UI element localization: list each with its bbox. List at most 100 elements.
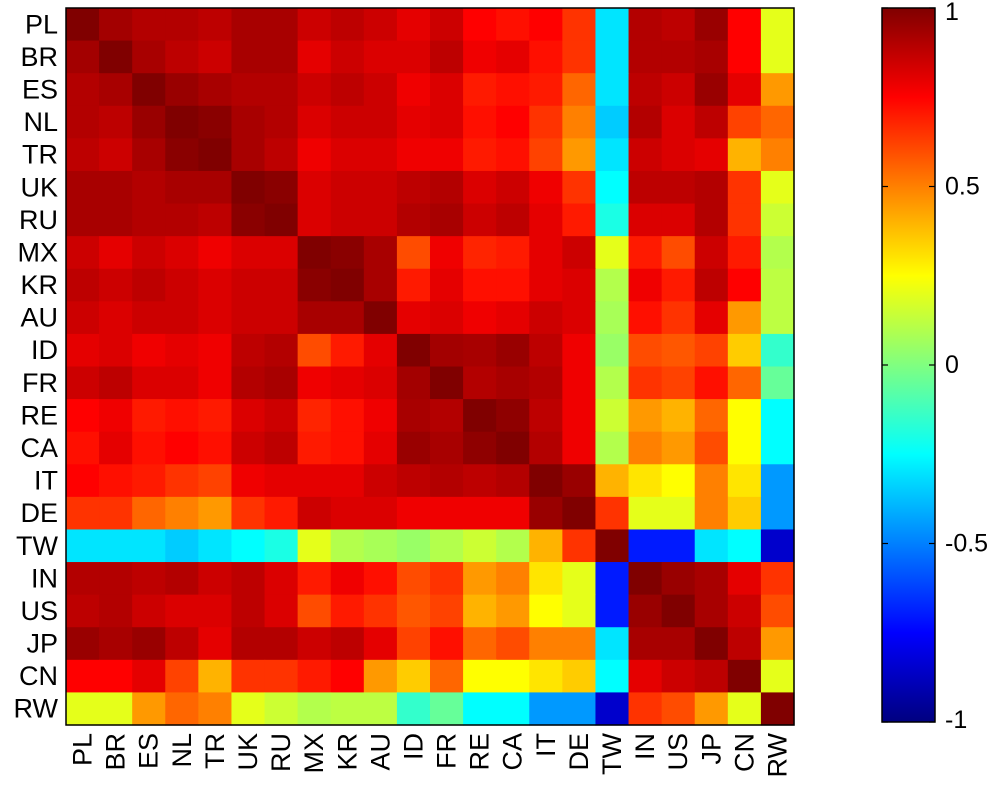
heatmap-cell-AU-JP xyxy=(694,301,729,335)
heatmap-cell-DE-ES xyxy=(132,496,166,531)
heatmap-cell-PL-TR xyxy=(198,8,233,42)
heatmap-cell-CN-RU xyxy=(264,659,299,694)
heatmap-cell-IN-IT xyxy=(529,562,563,596)
heatmap-cell-ID-TW xyxy=(595,333,630,368)
x-tick-label-ID: ID xyxy=(398,733,428,760)
heatmap-cell-TW-PL xyxy=(66,529,100,563)
heatmap-cell-ES-ES xyxy=(132,73,166,107)
heatmap-cell-FR-CN xyxy=(727,366,762,400)
heatmap-cell-JP-DE xyxy=(562,627,597,661)
heatmap-cell-NL-CA xyxy=(496,105,530,139)
heatmap-cell-IN-DE xyxy=(562,562,597,596)
y-tick-label-TR: TR xyxy=(22,140,58,170)
heatmap-cell-RW-AU xyxy=(363,692,398,726)
heatmap-cell-RU-JP xyxy=(694,203,729,237)
heatmap-cell-MX-CA xyxy=(496,236,530,270)
heatmap-cell-NL-ES xyxy=(132,105,166,139)
heatmap-cell-PL-CA xyxy=(496,8,530,42)
heatmap-cell-BR-UK xyxy=(231,40,266,74)
heatmap-cell-IT-CA xyxy=(496,464,530,498)
heatmap-cells xyxy=(66,8,795,726)
heatmap-cell-IT-ID xyxy=(396,464,431,498)
heatmap-cell-RE-RE xyxy=(463,399,497,433)
heatmap-cell-ES-TR xyxy=(198,73,233,107)
heatmap-cell-RU-AU xyxy=(363,203,398,237)
heatmap-cell-PL-UK xyxy=(231,8,266,42)
heatmap-cell-ES-KR xyxy=(330,73,365,107)
heatmap-cell-DE-US xyxy=(661,496,696,531)
heatmap-cell-AU-ID xyxy=(396,301,431,335)
heatmap-cell-CA-RW xyxy=(760,431,795,465)
heatmap-cell-TR-US xyxy=(661,138,696,172)
heatmap-cell-KR-ES xyxy=(132,268,166,302)
heatmap-cell-TR-MX xyxy=(297,138,332,172)
heatmap-cell-RW-ID xyxy=(396,692,431,726)
heatmap-cell-JP-IN xyxy=(628,627,663,661)
heatmap-cell-FR-PL xyxy=(66,366,100,400)
heatmap-cell-IT-ES xyxy=(132,464,166,498)
heatmap-cell-BR-KR xyxy=(330,40,365,74)
heatmap-cell-US-RE xyxy=(463,594,497,628)
heatmap-cell-JP-FR xyxy=(430,627,464,661)
heatmap-cell-TW-CA xyxy=(496,529,530,563)
heatmap-cell-AU-IN xyxy=(628,301,663,335)
y-tick-label-JP: JP xyxy=(26,629,58,659)
heatmap-cell-ES-RW xyxy=(760,73,795,107)
heatmap-cell-ES-DE xyxy=(562,73,597,107)
heatmap-cell-UK-NL xyxy=(165,170,199,205)
heatmap-cell-PL-CN xyxy=(727,8,762,42)
heatmap-cell-US-TR xyxy=(198,594,233,628)
heatmap-cell-AU-BR xyxy=(99,301,133,335)
heatmap-cell-CA-MX xyxy=(297,431,332,465)
heatmap-cell-TR-TW xyxy=(595,138,630,172)
heatmap-cell-AU-RW xyxy=(760,301,795,335)
heatmap-cell-AU-ES xyxy=(132,301,166,335)
heatmap-cell-UK-PL xyxy=(66,170,100,205)
heatmap-cell-ID-ID xyxy=(396,333,431,368)
heatmap-cell-DE-PL xyxy=(66,496,100,531)
heatmap-cell-PL-IN xyxy=(628,8,663,42)
heatmap-cell-MX-DE xyxy=(562,236,597,270)
heatmap-cell-TW-RE xyxy=(463,529,497,563)
heatmap-cell-RU-TR xyxy=(198,203,233,237)
heatmap-cell-FR-US xyxy=(661,366,696,400)
heatmap-cell-MX-IN xyxy=(628,236,663,270)
heatmap-cell-TW-BR xyxy=(99,529,133,563)
heatmap-cell-IT-MX xyxy=(297,464,332,498)
heatmap-cell-CN-AU xyxy=(363,659,398,694)
heatmap-cell-IT-RE xyxy=(463,464,497,498)
heatmap-cell-RU-PL xyxy=(66,203,100,237)
heatmap-cell-CN-US xyxy=(661,659,696,694)
y-tick-label-AU: AU xyxy=(20,303,58,333)
heatmap-cell-ID-US xyxy=(661,333,696,368)
heatmap-cell-AU-TR xyxy=(198,301,233,335)
heatmap-cell-KR-DE xyxy=(562,268,597,302)
heatmap-cell-RU-NL xyxy=(165,203,199,237)
heatmap-cell-RE-DE xyxy=(562,399,597,433)
heatmap-cell-AU-IT xyxy=(529,301,563,335)
heatmap-cell-AU-DE xyxy=(562,301,597,335)
heatmap-cell-ES-IN xyxy=(628,73,663,107)
heatmap-cell-ES-CN xyxy=(727,73,762,107)
heatmap-cell-RW-RE xyxy=(463,692,497,726)
heatmap-cell-UK-ID xyxy=(396,170,431,205)
heatmap-cell-KR-TW xyxy=(595,268,630,302)
heatmap-cell-KR-IT xyxy=(529,268,563,302)
heatmap-cell-JP-US xyxy=(661,627,696,661)
heatmap-cell-NL-PL xyxy=(66,105,100,139)
heatmap-cell-DE-DE xyxy=(562,496,597,531)
heatmap-cell-MX-PL xyxy=(66,236,100,270)
heatmap-cell-IN-TR xyxy=(198,562,233,596)
heatmap-cell-NL-BR xyxy=(99,105,133,139)
heatmap-cell-CA-CN xyxy=(727,431,762,465)
heatmap-cell-MX-TR xyxy=(198,236,233,270)
y-tick-label-KR: KR xyxy=(20,270,58,300)
heatmap-cell-NL-KR xyxy=(330,105,365,139)
heatmap-cell-TW-IN xyxy=(628,529,663,563)
heatmap-cell-RU-IT xyxy=(529,203,563,237)
heatmap-cell-UK-CA xyxy=(496,170,530,205)
heatmap-cell-KR-RE xyxy=(463,268,497,302)
colorbar-ticks: 1 0.5 0 -0.5 -1 xyxy=(882,0,988,734)
heatmap-cell-US-DE xyxy=(562,594,597,628)
heatmap-cell-AU-RU xyxy=(264,301,299,335)
